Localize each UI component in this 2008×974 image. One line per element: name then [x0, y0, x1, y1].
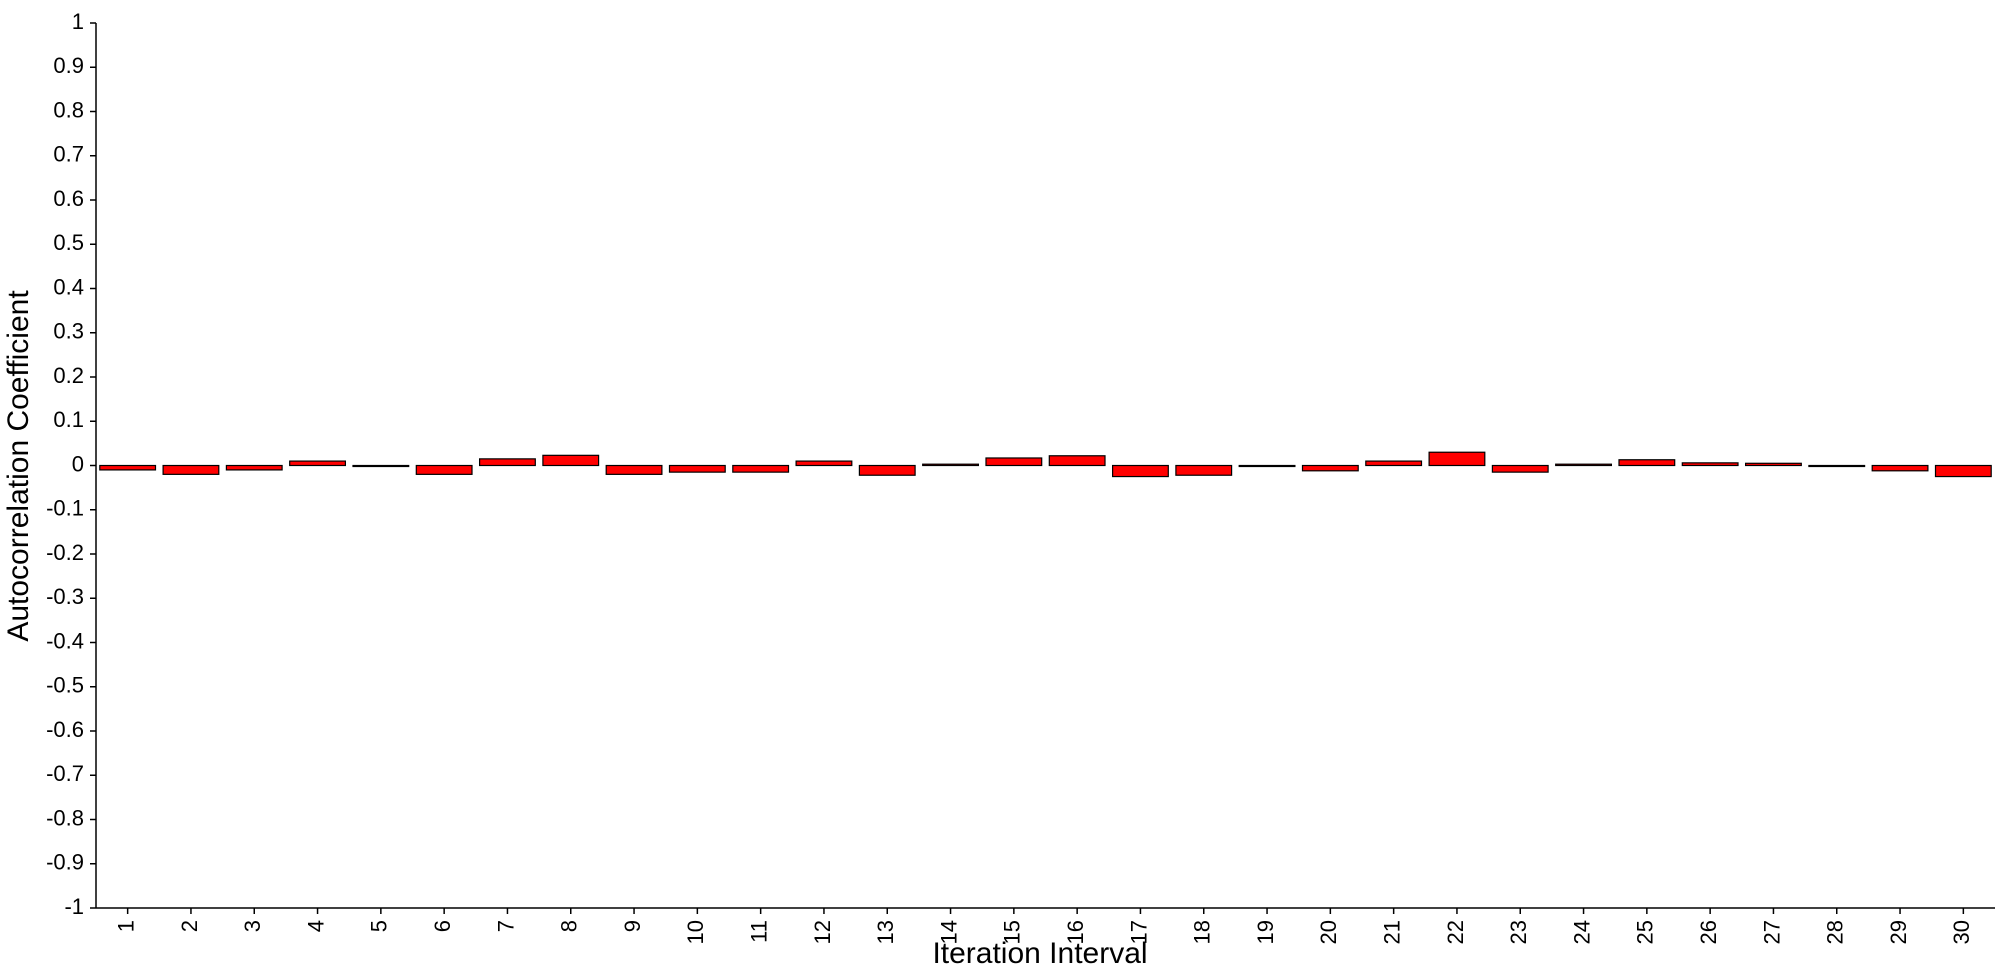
y-tick-label: 0.3: [53, 319, 84, 344]
x-tick-label: 15: [1000, 920, 1025, 944]
x-tick-label: 19: [1253, 920, 1278, 944]
x-tick-label: 29: [1886, 920, 1911, 944]
y-tick-label: -0.7: [46, 761, 84, 786]
x-tick-label: 23: [1506, 920, 1531, 944]
y-tick-label: -0.3: [46, 584, 84, 609]
bar: [858, 464, 916, 476]
bar: [1365, 460, 1423, 467]
x-tick-label: 3: [240, 920, 265, 932]
y-tick-label: -0.6: [46, 717, 84, 742]
bar: [985, 457, 1043, 467]
bar: [1111, 464, 1169, 478]
x-tick-label: 9: [620, 920, 645, 932]
x-tick-label: 6: [430, 920, 455, 932]
y-tick-label: -0.1: [46, 496, 84, 521]
x-tick-label: 27: [1759, 920, 1784, 944]
y-tick-label: 0.7: [53, 142, 84, 167]
bar: [1048, 455, 1106, 467]
y-tick-label: -0.5: [46, 673, 84, 698]
y-tick-label: 0: [72, 451, 84, 476]
y-tick-label: 0.1: [53, 407, 84, 432]
x-axis-title: Iteration Interval: [932, 937, 1147, 969]
bar: [162, 464, 220, 475]
bar: [352, 464, 410, 468]
y-tick-label: -0.8: [46, 805, 84, 830]
x-tick-label: 7: [493, 920, 518, 932]
y-tick-label: 1: [72, 9, 84, 34]
x-tick-label: 21: [1379, 920, 1404, 944]
y-tick-label: 0.4: [53, 274, 84, 299]
x-tick-label: 22: [1443, 920, 1468, 944]
y-tick-label: 0.9: [53, 53, 84, 78]
x-tick-label: 26: [1696, 920, 1721, 944]
x-tick-label: 11: [746, 920, 771, 943]
x-tick-label: 25: [1633, 920, 1658, 944]
y-axis-title: Autocorrelation Coefficient: [2, 290, 35, 642]
bar: [668, 464, 726, 473]
bar: [99, 464, 157, 471]
y-tick-label: -0.4: [46, 628, 84, 653]
x-tick-label: 13: [873, 920, 898, 944]
x-tick-label: 14: [936, 920, 961, 944]
bar: [1555, 463, 1613, 467]
y-tick-label: -0.9: [46, 850, 84, 875]
y-tick-label: 0.8: [53, 97, 84, 122]
bar: [922, 463, 980, 467]
x-tick-label: 5: [367, 920, 392, 932]
y-tick-label: 0.2: [53, 363, 84, 388]
x-tick-label: 10: [683, 920, 708, 944]
bar: [1238, 464, 1296, 468]
bar: [1428, 451, 1486, 467]
x-tick-label: 24: [1569, 920, 1594, 944]
bar: [1871, 464, 1929, 472]
bar: [478, 458, 536, 467]
y-tick-label: 0.5: [53, 230, 84, 255]
bar: [542, 454, 600, 467]
bar: [1744, 462, 1802, 467]
x-tick-label: 8: [557, 920, 582, 932]
x-tick-label: 16: [1063, 920, 1088, 944]
bar: [1681, 462, 1739, 467]
bar: [1618, 459, 1676, 467]
bar: [1491, 464, 1549, 473]
bar: [225, 464, 283, 471]
bar: [415, 464, 473, 475]
bar: [1934, 464, 1992, 478]
x-tick-label: 2: [177, 920, 202, 932]
x-tick-label: 12: [810, 920, 835, 944]
x-tick-label: 1: [113, 920, 138, 932]
y-tick-label: 0.6: [53, 186, 84, 211]
x-tick-label: 30: [1949, 920, 1974, 944]
bar: [732, 464, 790, 473]
y-tick-label: -1: [64, 894, 84, 919]
bar: [1175, 464, 1233, 476]
x-tick-label: 20: [1316, 920, 1341, 944]
bar: [795, 460, 853, 467]
x-tick-label: 17: [1126, 920, 1151, 944]
bar: [605, 464, 663, 475]
bar: [289, 460, 347, 467]
bar: [1808, 464, 1866, 468]
x-tick-label: 18: [1190, 920, 1215, 944]
bar: [1301, 464, 1359, 472]
x-tick-label: 28: [1823, 920, 1848, 944]
x-tick-label: 4: [303, 920, 328, 932]
y-tick-label: -0.2: [46, 540, 84, 565]
